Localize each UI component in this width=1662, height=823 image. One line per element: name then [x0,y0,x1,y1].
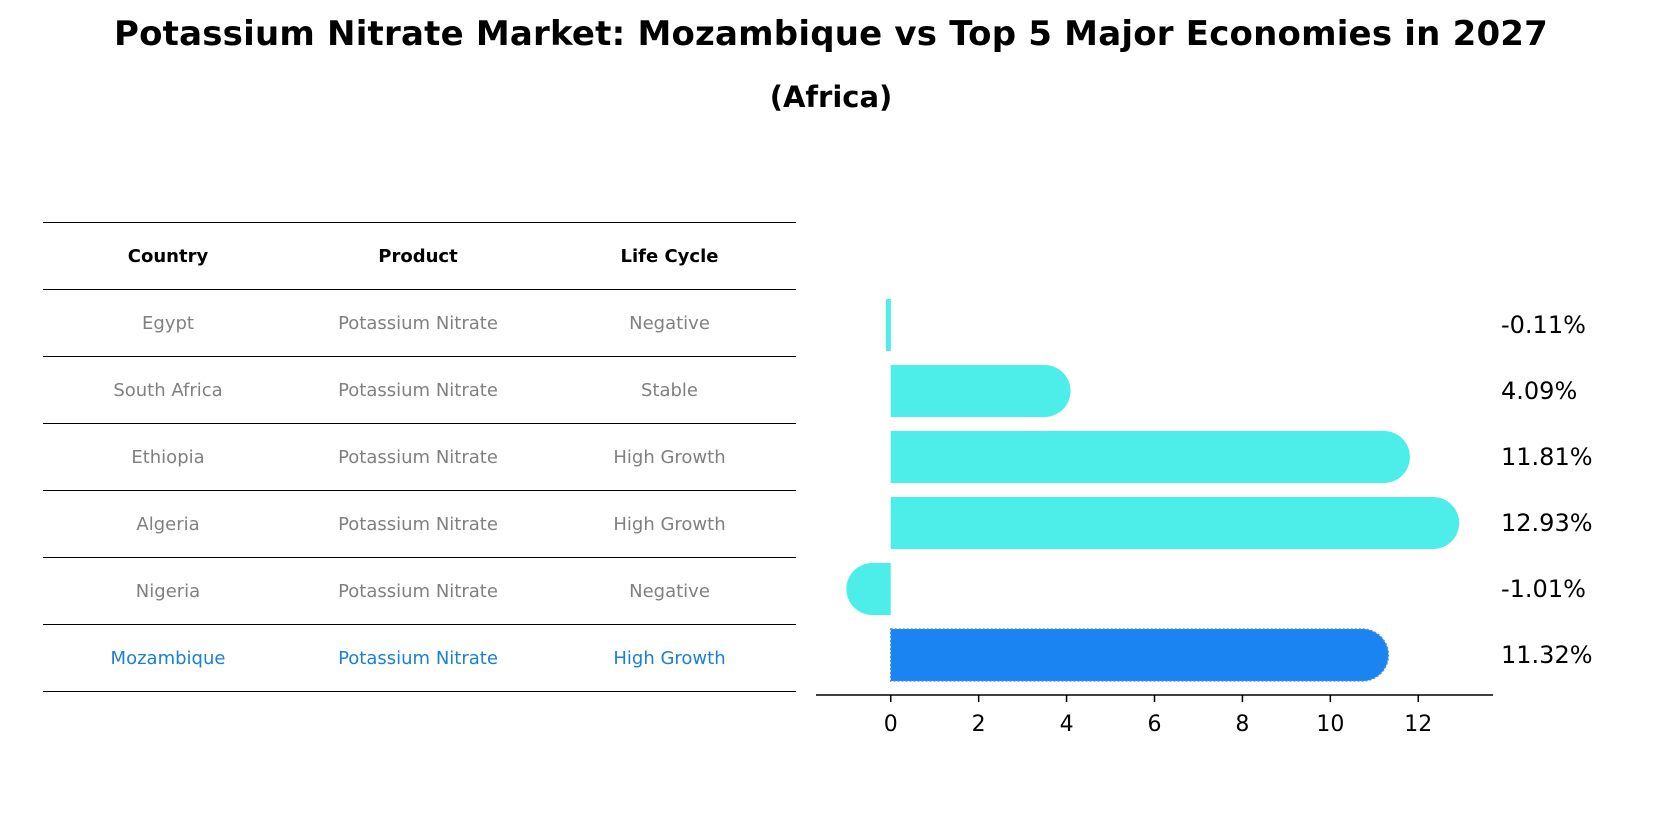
x-tick-label: 12 [1404,712,1432,737]
table-row: Ethiopia Potassium Nitrate High Growth [43,423,796,490]
bar [890,497,1460,549]
country-cell: Nigeria [135,580,201,602]
chart-title: Potassium Nitrate Market: Mozambique vs … [113,14,1549,54]
product-cell: Potassium Nitrate [338,312,498,334]
header-life-cycle: Life Cycle [620,245,719,267]
value-label: -0.11% [1501,311,1586,339]
table-header-row: Country Product Life Cycle [43,222,796,289]
x-tick-label: 0 [884,712,898,737]
product-cell: Potassium Nitrate [338,446,498,468]
x-tick-label: 8 [1235,712,1249,737]
country-cell: Egypt [142,312,194,334]
life-cycle-cell: High Growth [613,446,726,468]
data-table: Country Product Life Cycle Egypt Potassi… [43,222,796,692]
x-tick-label: 10 [1316,712,1344,737]
life-cycle-cell: High Growth [613,647,726,669]
table-row: Nigeria Potassium Nitrate Negative [43,557,796,624]
table-row: Algeria Potassium Nitrate High Growth [43,490,796,557]
x-tick-label: 2 [972,712,986,737]
table-row: Egypt Potassium Nitrate Negative [43,289,796,356]
country-cell: Algeria [136,513,200,535]
country-cell: Ethiopia [131,446,205,468]
x-tick-label: 4 [1060,712,1074,737]
country-cell: South Africa [113,379,223,401]
value-label: -1.01% [1501,575,1586,603]
bar [890,365,1071,417]
value-label: 11.81% [1501,443,1593,471]
chart-subtitle: (Africa) [769,80,893,114]
bar-highlight [889,628,1390,682]
life-cycle-cell: Stable [640,379,698,401]
life-cycle-cell: Negative [629,580,710,602]
bar [890,431,1410,483]
header-country: Country [127,245,209,267]
header-product: Product [378,245,458,267]
x-tick-label: 6 [1148,712,1162,737]
product-cell: Potassium Nitrate [338,647,498,669]
table-row-highlight: Mozambique Potassium Nitrate High Growth [43,624,796,692]
bar [846,563,891,615]
table-row: South Africa Potassium Nitrate Stable [43,356,796,423]
product-cell: Potassium Nitrate [338,379,498,401]
value-label: 11.32% [1501,641,1593,669]
value-label: 4.09% [1501,377,1577,405]
life-cycle-cell: High Growth [613,513,726,535]
product-cell: Potassium Nitrate [338,580,498,602]
life-cycle-cell: Negative [629,312,710,334]
value-label: 12.93% [1501,509,1593,537]
product-cell: Potassium Nitrate [338,513,498,535]
country-cell: Mozambique [110,647,226,669]
bar [885,299,891,351]
